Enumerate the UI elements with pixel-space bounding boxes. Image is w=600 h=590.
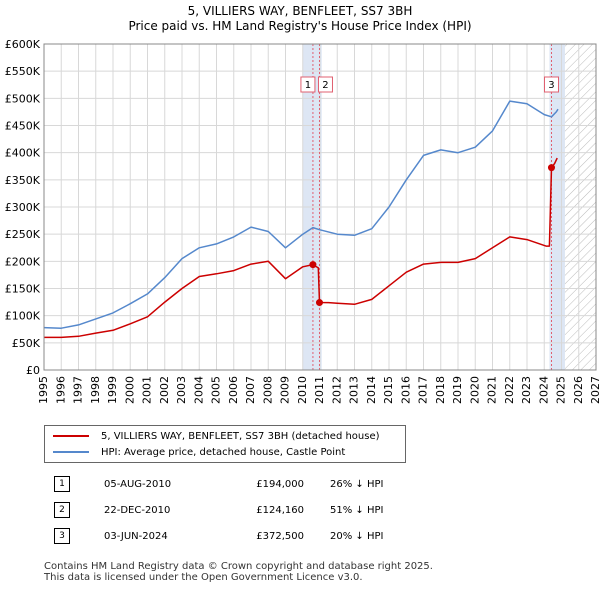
legend-property-line [53,435,89,437]
y-tick-label: £400K [5,147,41,160]
y-tick-label: £250K [5,228,41,241]
marker-label-box [543,76,559,93]
transaction-price: £194,000 [256,478,304,490]
table-row: 3 03-JUN-2024 £372,500 20% ↓ HPI [40,523,430,549]
y-tick-label: £350K [5,174,41,187]
x-tick-label: 2014 [365,376,378,404]
x-tick-label: 2008 [261,376,274,404]
y-tick-label: £200K [5,255,41,268]
x-tick-label: 2009 [279,376,292,404]
x-tick-label: 2010 [296,376,309,404]
marker-label-box [317,76,333,93]
x-tick-label: 2015 [382,376,395,404]
x-tick-label: 2023 [520,376,533,404]
x-tick-label: 1999 [106,376,119,404]
transaction-price: £372,500 [256,530,304,542]
x-tick-label: 2013 [348,376,361,404]
x-tick-label: 2001 [141,376,154,404]
marker-label-box [300,76,316,93]
sale-point [309,261,317,269]
legend-property-label: 5, VILLIERS WAY, BENFLEET, SS7 3BH (deta… [101,430,380,442]
x-tick-label: 2016 [399,376,412,404]
x-tick-label: 2004 [192,376,205,404]
transaction-number: 2 [54,502,70,518]
y-tick-label: £100K [5,310,41,323]
sale-point [547,164,555,172]
x-tick-label: 2024 [537,376,550,404]
x-tick-label: 2022 [503,376,516,404]
transaction-delta: 51% ↓ HPI [330,504,384,516]
x-tick-label: 1995 [37,376,50,404]
footer: Contains HM Land Registry data © Crown c… [44,561,433,583]
x-tick-label: 2017 [417,376,430,404]
x-tick-label: 2026 [572,376,585,404]
plot-frame [43,43,597,371]
x-tick-label: 2005 [210,376,223,404]
x-tick-label: 2021 [486,376,499,404]
y-tick-label: £550K [5,65,41,78]
x-tick-label: 1997 [72,376,85,404]
transaction-date: 05-AUG-2010 [104,478,172,490]
sale-point [315,299,323,307]
legend-item-property: 5, VILLIERS WAY, BENFLEET, SS7 3BH (deta… [53,429,380,443]
hpi-line [43,100,559,329]
y-tick-label: £300K [5,201,41,214]
marker-label-number: 1 [305,80,311,91]
x-tick-label: 2006 [227,376,240,404]
footer-copyright: Contains HM Land Registry data © Crown c… [44,561,433,572]
transaction-date: 22-DEC-2010 [104,504,171,516]
y-tick-label: £0 [26,364,40,377]
x-tick-label: 2007 [244,376,257,404]
y-tick-label: £450K [5,120,41,133]
y-tick-label: £500K [5,92,41,105]
x-tick-label: 1996 [54,376,67,404]
chart-subtitle: Price paid vs. HM Land Registry's House … [128,19,472,33]
transaction-delta: 26% ↓ HPI [330,478,384,490]
x-tick-label: 2025 [555,376,568,404]
transaction-price: £124,160 [256,504,304,516]
transaction-number: 3 [54,528,70,544]
transactions-table: 1 05-AUG-2010 £194,000 26% ↓ HPI 2 22-DE… [40,471,430,549]
y-tick-label: £600K [5,38,41,51]
x-tick-label: 2018 [434,376,447,404]
table-row: 1 05-AUG-2010 £194,000 26% ↓ HPI [40,471,430,497]
y-tick-label: £150K [5,283,41,296]
x-tick-label: 2012 [330,376,343,404]
legend-item-hpi: HPI: Average price, detached house, Cast… [53,445,345,459]
price-chart: £0 £50K £100K £150K £200K £250K £300K £350K £400… [5,38,600,404]
marker-label-number: 2 [322,80,328,91]
x-tick-label: 2020 [468,376,481,404]
chart-legend: 5, VILLIERS WAY, BENFLEET, SS7 3BH (deta… [44,425,406,463]
x-tick-label: 2002 [158,376,171,404]
y-tick-label: £50K [12,337,41,350]
transaction-number: 1 [54,476,70,492]
x-tick-label: 2027 [589,376,600,404]
transaction-delta: 20% ↓ HPI [330,530,384,542]
legend-hpi-line [53,451,89,453]
x-tick-label: 2003 [175,376,188,404]
x-tick-label: 2011 [313,376,326,404]
table-row: 2 22-DEC-2010 £124,160 51% ↓ HPI [40,497,430,523]
marker-label-number: 3 [548,80,554,91]
x-tick-label: 2019 [451,376,464,404]
transaction-date: 03-JUN-2024 [104,530,168,542]
x-tick-label: 2000 [123,376,136,404]
legend-hpi-label: HPI: Average price, detached house, Cast… [101,446,346,458]
x-tick-label: 1998 [89,376,102,404]
chart-title: 5, VILLIERS WAY, BENFLEET, SS7 3BH [187,4,413,18]
footer-licence: This data is licensed under the Open Gov… [44,572,363,583]
